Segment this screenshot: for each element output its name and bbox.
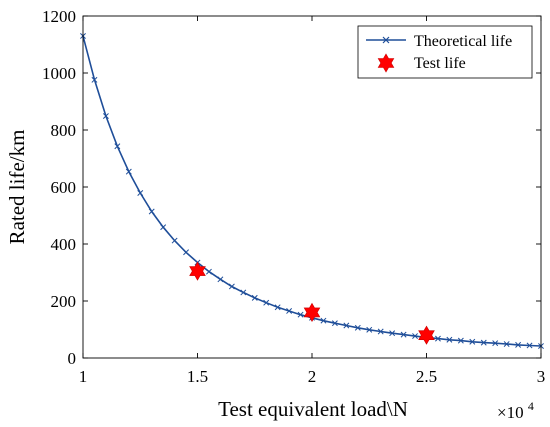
y-tick-label: 0 — [68, 349, 77, 368]
y-tick-label: 600 — [51, 178, 77, 197]
y-tick-label: 400 — [51, 235, 77, 254]
x-axis-multiplier-exponent: 4 — [528, 399, 534, 413]
x-axis-title: Test equivalent load\N — [218, 397, 408, 421]
legend: Theoretical life Test life — [358, 26, 532, 78]
x-tick-label: 2 — [308, 367, 317, 386]
y-tick-label: 1200 — [42, 7, 76, 26]
y-tick-label: 1000 — [42, 64, 76, 83]
x-tick-label: 1.5 — [187, 367, 208, 386]
x-axis-multiplier: ×10 4 — [497, 399, 534, 422]
legend-label-test: Test life — [414, 55, 466, 72]
y-tick-label: 800 — [51, 121, 77, 140]
x-tick-label: 1 — [79, 367, 88, 386]
legend-label-theoretical: Theoretical life — [414, 33, 512, 50]
x-tick-label: 2.5 — [416, 367, 437, 386]
x-tick-label: 3 — [537, 367, 546, 386]
y-tick-label: 200 — [51, 292, 77, 311]
x-axis-multiplier-base: ×10 — [497, 403, 524, 422]
y-axis-title: Rated life/km — [5, 130, 29, 245]
